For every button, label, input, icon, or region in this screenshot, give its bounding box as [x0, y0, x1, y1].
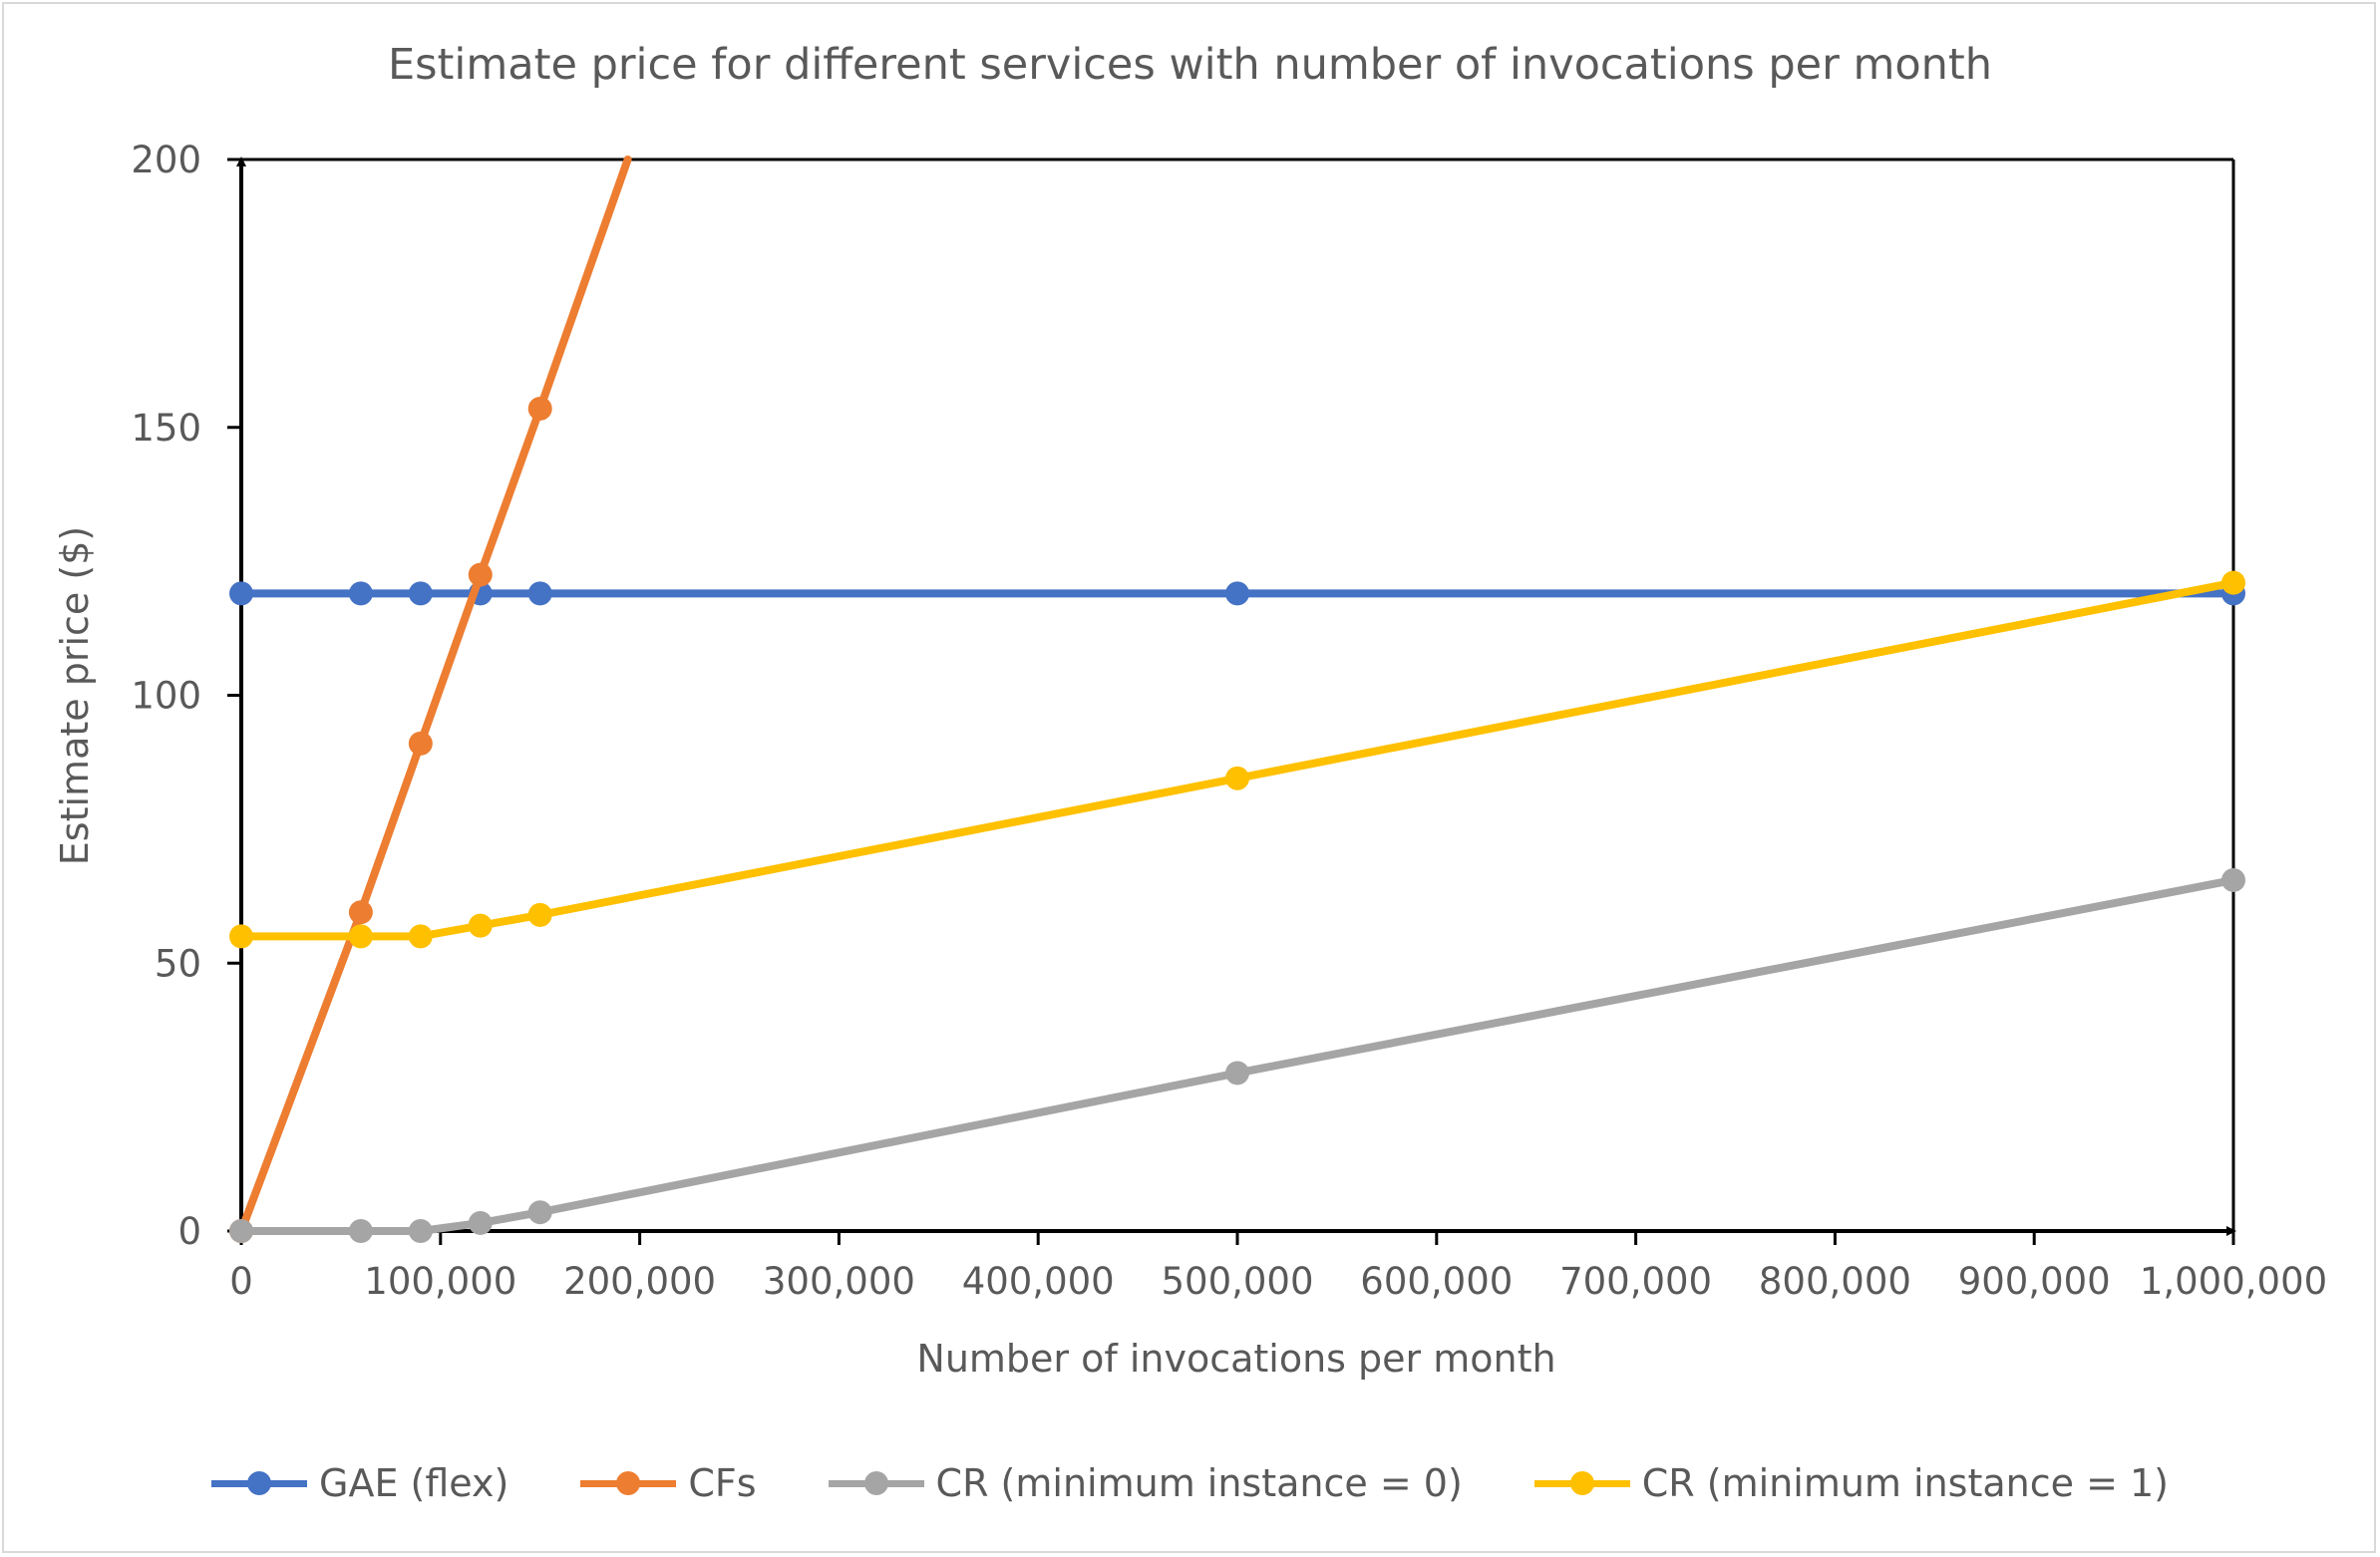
x-axis-title: Number of invocations per month — [916, 1337, 1555, 1381]
x-tick-label: 600,000 — [1360, 1260, 1513, 1303]
data-point — [408, 731, 433, 756]
data-point — [527, 1200, 552, 1225]
data-point — [2221, 570, 2245, 595]
legend-label: CR (minimum instance = 0) — [935, 1461, 1463, 1505]
x-tick-label: 800,000 — [1759, 1260, 1911, 1303]
x-tick-label: 0 — [229, 1260, 253, 1303]
data-point — [1225, 766, 1249, 790]
legend-swatch — [211, 1471, 307, 1495]
data-point — [468, 1210, 493, 1235]
data-point — [1225, 581, 1249, 606]
series-line — [237, 578, 2237, 941]
y-tick-label: 0 — [177, 1210, 201, 1253]
x-tick-label: 500,000 — [1161, 1260, 1313, 1303]
data-point — [408, 924, 433, 949]
data-point — [408, 581, 433, 606]
x-tick-label: 900,000 — [1958, 1260, 2111, 1303]
legend-swatch — [1533, 1471, 1630, 1495]
legend-label: GAE (flex) — [319, 1461, 510, 1505]
series-line — [237, 875, 2237, 1235]
legend-item: CR (minimum instance = 0) — [828, 1461, 1463, 1505]
series-line — [237, 156, 632, 1235]
data-point — [348, 581, 373, 606]
y-tick-label: 200 — [131, 139, 201, 181]
data-point — [468, 562, 493, 587]
series-3 — [229, 570, 2245, 949]
data-point — [229, 924, 253, 949]
data-point — [229, 1219, 253, 1243]
data-point — [408, 1219, 433, 1243]
data-point — [527, 581, 552, 606]
legend-swatch — [828, 1471, 924, 1495]
legend-label: CFs — [688, 1461, 757, 1505]
legend-item: GAE (flex) — [211, 1461, 509, 1505]
data-point — [2221, 867, 2245, 892]
legend-label: CR (minimum instance = 1) — [1641, 1461, 2169, 1505]
legend-item: CR (minimum instance = 1) — [1533, 1461, 2169, 1505]
data-point — [527, 396, 552, 421]
y-tick-label: 150 — [131, 407, 201, 450]
y-axis-title: Estimate price ($) — [53, 526, 97, 865]
legend-swatch — [580, 1471, 677, 1495]
x-tick-label: 400,000 — [962, 1260, 1115, 1303]
series-1 — [229, 156, 632, 1243]
x-tick-label: 1,000,000 — [2140, 1260, 2327, 1303]
y-tick-label: 50 — [155, 942, 201, 985]
data-point — [1225, 1061, 1249, 1086]
series-0 — [229, 581, 2245, 606]
x-tick-label: 700,000 — [1559, 1260, 1712, 1303]
data-point — [468, 913, 493, 938]
x-tick-label: 100,000 — [364, 1260, 516, 1303]
data-point — [527, 902, 552, 927]
chart-title: Estimate price for different services wi… — [387, 40, 1992, 90]
legend-item: CFs — [580, 1461, 757, 1505]
data-point — [348, 924, 373, 949]
data-point — [348, 900, 373, 925]
x-tick-label: 300,000 — [763, 1260, 915, 1303]
x-tick-label: 200,000 — [563, 1260, 716, 1303]
data-point — [348, 1219, 373, 1243]
y-tick-label: 100 — [131, 675, 201, 718]
legend: GAE (flex) CFs CR (minimum instance = 0) CR… — [0, 1453, 2380, 1513]
series-2 — [229, 867, 2245, 1243]
data-point — [229, 581, 253, 606]
